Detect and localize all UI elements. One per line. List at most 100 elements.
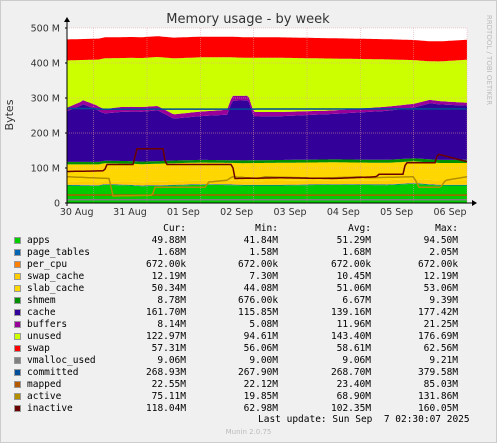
area-layers xyxy=(67,36,467,203)
legend-name: active xyxy=(27,391,62,402)
y-tick-label: 200 M xyxy=(31,129,60,140)
legend-cur-value: 75.11M xyxy=(151,391,186,402)
y-tick-label: 0 xyxy=(54,199,60,210)
legend-min-value: 676.00k xyxy=(238,295,279,306)
y-tick-label: 300 M xyxy=(31,94,60,105)
legend-max-value: 9.21M xyxy=(429,355,458,366)
legend-cur-value: 57.31M xyxy=(151,343,186,354)
legend-name: shmem xyxy=(27,295,56,306)
legend-row-active: active 75.11M 19.85M 68.90M 131.86M xyxy=(0,391,497,403)
legend-cur-value: 50.34M xyxy=(151,283,186,294)
legend-swatch xyxy=(14,309,21,316)
legend-row-buffers: buffers 8.14M 5.08M 11.96M 21.25M xyxy=(0,319,497,331)
area-swap xyxy=(67,36,467,62)
legend-row-inactive: inactive 118.04M 62.98M 102.35M 160.05M xyxy=(0,403,497,415)
legend-swatch xyxy=(14,261,21,268)
legend-max-value: 62.56M xyxy=(423,343,458,354)
legend-avg-value: 139.16M xyxy=(331,307,372,318)
x-tick-label: 01 Sep xyxy=(167,207,200,218)
legend-name: swap xyxy=(27,343,50,354)
legend-cur-value: 268.93M xyxy=(146,367,187,378)
legend-max-value: 94.50M xyxy=(423,235,458,246)
legend-avg-value: 6.67M xyxy=(342,295,371,306)
legend-max-value: 9.39M xyxy=(429,295,458,306)
rrdtool-watermark: RRDTOOL / TOBI OETIKER xyxy=(485,15,493,105)
column-cur-header: Cur: xyxy=(163,223,186,234)
legend-swatch xyxy=(14,405,21,412)
y-tick-label: 400 M xyxy=(31,59,60,70)
legend-swatch xyxy=(14,321,21,328)
legend-name: cache xyxy=(27,307,56,318)
legend-min-value: 41.84M xyxy=(243,235,278,246)
legend-max-value: 85.03M xyxy=(423,379,458,390)
line-committed xyxy=(67,107,468,110)
legend-cur-value: 1.68M xyxy=(157,247,186,258)
legend-avg-value: 268.70M xyxy=(331,367,372,378)
column-avg-header: Avg: xyxy=(348,223,371,234)
area-unused xyxy=(67,57,467,115)
legend-swatch xyxy=(14,369,21,376)
legend-max-value: 672.00k xyxy=(418,259,459,270)
legend-avg-value: 11.96M xyxy=(336,319,371,330)
legend-avg-value: 1.68M xyxy=(342,247,371,258)
legend-swatch xyxy=(14,333,21,340)
line-inactive xyxy=(67,148,468,180)
legend-max-value: 53.06M xyxy=(423,283,458,294)
line-active xyxy=(67,176,468,197)
legend-name: page_tables xyxy=(27,247,90,258)
legend-name: slab_cache xyxy=(27,283,85,294)
legend-swatch xyxy=(14,297,21,304)
area-cache xyxy=(67,100,467,162)
legend-min-value: 5.08M xyxy=(249,319,278,330)
legend-min-value: 22.12M xyxy=(243,379,278,390)
y-tick-label: 100 M xyxy=(31,164,60,175)
x-tick-label: 05 Sep xyxy=(380,207,413,218)
legend-min-value: 9.00M xyxy=(249,355,278,366)
chart-title: Memory usage - by week xyxy=(166,12,330,27)
legend-avg-value: 10.45M xyxy=(336,271,371,282)
legend-cur-value: 8.78M xyxy=(157,295,186,306)
y-tick-label: 500 M xyxy=(31,24,60,35)
legend-row-vmalloc_used: vmalloc_used 9.06M 9.00M 9.06M 9.21M xyxy=(0,355,497,367)
legend-min-value: 672.00k xyxy=(238,259,279,270)
axes: 0 100 M 200 M 300 M 400 M 500 M 30 Aug 31 Aug 01… xyxy=(31,17,477,218)
legend-name: inactive xyxy=(27,403,73,414)
legend-swatch xyxy=(14,345,21,352)
legend-min-value: 56.06M xyxy=(243,343,278,354)
column-max-header: Max: xyxy=(435,223,458,234)
legend-swatch xyxy=(14,249,21,256)
legend-name: committed xyxy=(27,367,79,378)
legend-row-slab_cache: slab_cache 50.34M 44.08M 51.06M 53.06M xyxy=(0,283,497,295)
legend-swatch xyxy=(14,237,21,244)
x-tick-label: 02 Sep xyxy=(220,207,253,218)
legend-cur-value: 161.70M xyxy=(146,307,187,318)
legend-min-value: 267.90M xyxy=(238,367,279,378)
legend-row-mapped: mapped 22.55M 22.12M 23.40M 85.03M xyxy=(0,379,497,391)
x-tick-label: 04 Sep xyxy=(327,207,360,218)
legend-name: per_cpu xyxy=(27,259,68,270)
legend-avg-value: 23.40M xyxy=(336,379,371,390)
legend-avg-value: 672.00k xyxy=(331,259,372,270)
column-min-header: Min: xyxy=(255,223,278,234)
legend-avg-value: 102.35M xyxy=(331,403,372,414)
legend-row-committed: committed 268.93M 267.90M 268.70M 379.58M xyxy=(0,367,497,379)
legend-min-value: 1.58M xyxy=(249,247,278,258)
legend-name: apps xyxy=(27,235,50,246)
legend-min-value: 62.98M xyxy=(243,403,278,414)
legend-cur-value: 118.04M xyxy=(146,403,187,414)
munin-footer: Munin 2.0.75 xyxy=(225,428,272,436)
legend-cur-value: 672.00k xyxy=(146,259,187,270)
legend-name: swap_cache xyxy=(27,271,85,282)
x-tick-label: 31 Aug xyxy=(113,207,147,218)
legend-max-value: 379.58M xyxy=(418,367,459,378)
legend-cur-value: 49.88M xyxy=(151,235,186,246)
line-series xyxy=(66,107,468,201)
legend-row-shmem: shmem 8.78M 676.00k 6.67M 9.39M xyxy=(0,295,497,307)
legend-max-value: 160.05M xyxy=(418,403,459,414)
legend-swatch xyxy=(14,381,21,388)
legend-avg-value: 143.40M xyxy=(331,331,372,342)
area-buffers xyxy=(67,95,467,119)
legend-row-swap: swap 57.31M 56.06M 58.61M 62.56M xyxy=(0,343,497,355)
legend-min-value: 19.85M xyxy=(243,391,278,402)
